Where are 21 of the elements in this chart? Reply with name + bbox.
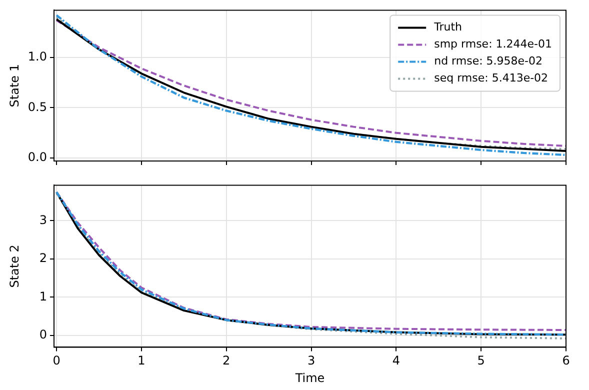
legend-label: seq rmse: 5.413e-02 bbox=[434, 72, 548, 85]
y-tick-label: 3 bbox=[39, 212, 47, 227]
y-tick-label: 1 bbox=[39, 289, 47, 304]
y-tick-label: 0.0 bbox=[28, 150, 47, 164]
x-tick-label: 3 bbox=[307, 354, 316, 368]
legend-label: nd rmse: 5.958e-02 bbox=[434, 54, 543, 68]
x-axis-title: Time bbox=[294, 370, 325, 385]
y-axis-title: State 2 bbox=[7, 244, 22, 288]
legend-label: smp rmse: 1.244e-01 bbox=[434, 38, 552, 51]
legend-label: Truth bbox=[433, 20, 462, 34]
x-tick-label: 0 bbox=[52, 354, 60, 368]
y-axis-title: State 1 bbox=[7, 64, 22, 108]
x-tick-label: 6 bbox=[562, 354, 570, 368]
x-tick-label: 1 bbox=[138, 354, 146, 368]
y-tick-label: 0.5 bbox=[28, 100, 47, 114]
y-tick-label: 0 bbox=[39, 327, 47, 342]
x-tick-label: 4 bbox=[392, 354, 400, 368]
y-tick-label: 2 bbox=[39, 251, 47, 266]
x-tick-label: 5 bbox=[477, 354, 485, 368]
x-tick-label: 2 bbox=[222, 354, 230, 368]
y-tick-label: 1.0 bbox=[28, 50, 47, 64]
